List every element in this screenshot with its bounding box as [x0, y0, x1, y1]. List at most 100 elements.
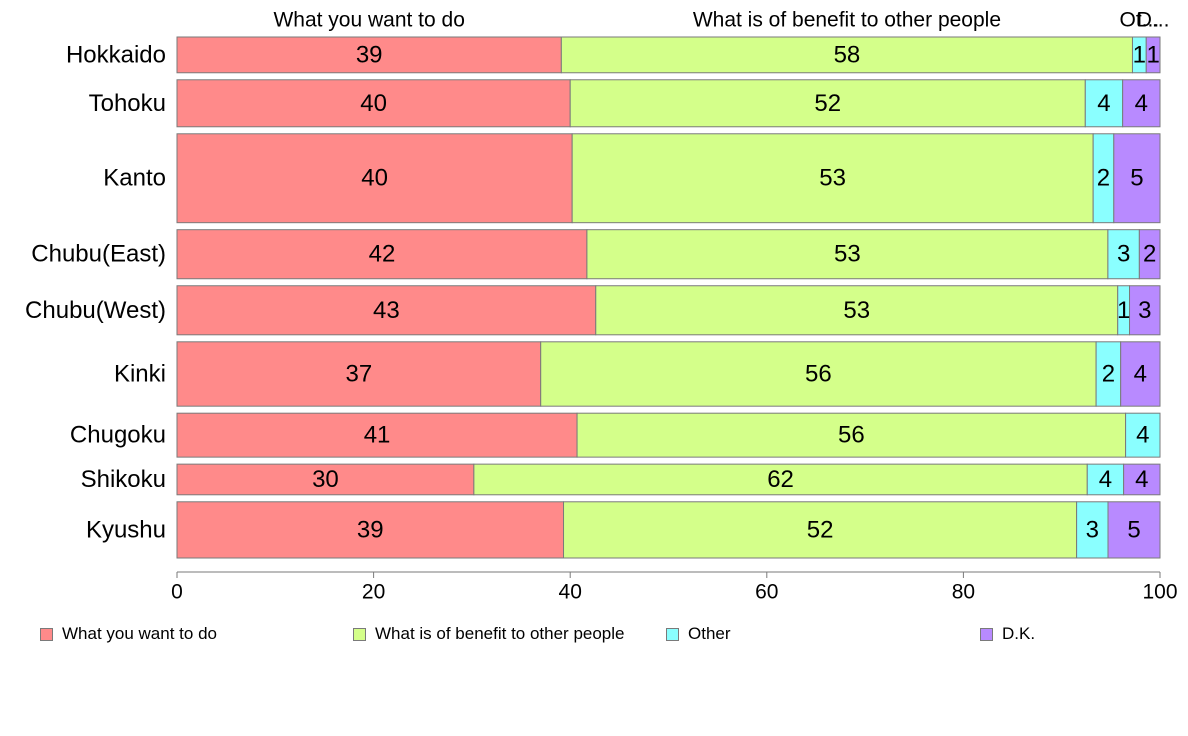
value-label-chubu-east-series-2: 3: [1117, 241, 1130, 268]
value-label-hokkaido-series-1: 58: [834, 41, 861, 68]
x-tick-label-60: 60: [755, 581, 778, 604]
value-label-tohoku-series-1: 52: [814, 90, 841, 117]
category-label-kinki: Kinki: [114, 360, 166, 387]
bars-group: [176, 36, 1161, 559]
bar-kinki-series-3: [1120, 341, 1161, 407]
legend-label-what-is-of-benefit-to-other-people: What is of benefit to other people: [375, 624, 625, 643]
x-tick-label-40: 40: [559, 581, 582, 604]
value-label-kyushu-series-1: 52: [807, 516, 834, 543]
legend-item-what-you-want-to-do: What you want to do: [40, 624, 217, 644]
category-label-chubu-east: Chubu(East): [31, 241, 166, 268]
bar-kanto-series-1: [571, 133, 1094, 224]
bar-kinki-series-0: [176, 341, 542, 407]
top-label-series-1: What is of benefit to other people: [693, 9, 1001, 32]
bar-kyushu-series-3: [1107, 501, 1161, 559]
top-label-series-0: What you want to do: [273, 9, 464, 32]
x-tick-label-100: 100: [1142, 581, 1177, 604]
bar-tohoku-series-1: [569, 79, 1086, 128]
bar-shikoku-series-1: [473, 463, 1088, 496]
value-label-shikoku-series-0: 30: [312, 466, 339, 493]
legend-label-what-you-want-to-do: What you want to do: [62, 624, 217, 643]
category-label-kyushu: Kyushu: [86, 516, 166, 543]
bar-shikoku-series-3: [1123, 463, 1161, 496]
value-label-tohoku-series-3: 4: [1135, 90, 1148, 117]
value-label-chugoku-series-0: 41: [364, 422, 391, 449]
category-label-chugoku: Chugoku: [70, 422, 166, 449]
bar-kinki-series-1: [540, 341, 1097, 407]
x-tick-label-80: 80: [952, 581, 975, 604]
value-label-chubu-east-series-3: 2: [1143, 241, 1156, 268]
value-label-tohoku-series-2: 4: [1097, 90, 1110, 117]
value-label-hokkaido-series-0: 39: [356, 41, 383, 68]
value-label-hokkaido-series-3: 1: [1146, 41, 1159, 68]
value-label-shikoku-series-3: 4: [1135, 466, 1148, 493]
value-label-kinki-series-2: 2: [1102, 360, 1115, 387]
bar-chubu-east-series-0: [176, 229, 588, 280]
value-label-chubu-west-series-0: 43: [373, 297, 400, 324]
legend-swatch-d-k: [980, 627, 993, 641]
value-label-kinki-series-0: 37: [346, 360, 373, 387]
stacked-bar-chart: 39 58 1 140 52 4 440 53 2 542 53 3 243 53 1 337 56 2 441 56…: [25, 9, 1178, 604]
category-label-kanto: Kanto: [103, 165, 166, 192]
legend-label-other: Other: [688, 624, 731, 643]
value-label-kanto-series-3: 5: [1130, 165, 1143, 192]
value-label-kinki-series-1: 56: [805, 360, 832, 387]
top-series-labels-group: What you want to do What is of benefit to…: [273, 9, 1169, 32]
value-label-chugoku-series-2: 4: [1136, 422, 1149, 449]
value-label-kanto-series-0: 40: [361, 165, 388, 192]
bar-kanto-series-0: [176, 133, 573, 224]
legend: What you want to do What is of benefit to…: [0, 624, 1188, 648]
value-labels-group: 39 58 1 140 52 4 440 53 2 542 53 3 243 53 1 337 56 2 441 56…: [312, 41, 1160, 543]
value-label-kinki-series-3: 4: [1134, 360, 1147, 387]
bar-hokkaido-series-1: [560, 36, 1133, 74]
category-label-chubu-west: Chubu(West): [25, 297, 166, 324]
category-label-shikoku: Shikoku: [81, 466, 166, 493]
legend-swatch-what-you-want-to-do: [40, 627, 53, 641]
bar-chugoku-series-2: [1125, 412, 1161, 458]
bar-hokkaido-series-0: [176, 36, 562, 74]
legend-swatch-what-is-of-benefit-to-other-people: [353, 627, 366, 641]
value-label-kyushu-series-3: 5: [1127, 516, 1140, 543]
bar-chugoku-series-0: [176, 412, 578, 458]
value-label-kanto-series-1: 53: [819, 165, 846, 192]
legend-item-other: Other: [666, 624, 731, 644]
top-label-series-3: D...: [1137, 9, 1170, 32]
value-label-chubu-west-series-2: 1: [1117, 297, 1130, 324]
value-label-chubu-east-series-0: 42: [369, 241, 396, 268]
legend-swatch-other: [666, 627, 679, 641]
bar-chubu-east-series-1: [586, 229, 1109, 280]
value-label-kanto-series-2: 2: [1097, 165, 1110, 192]
category-labels-group: Hokkaido Tohoku Kanto Chubu(East) Chubu(West…: [25, 41, 166, 543]
value-label-chubu-west-series-1: 53: [843, 297, 870, 324]
value-label-chubu-east-series-1: 53: [834, 241, 861, 268]
value-label-kyushu-series-0: 39: [357, 516, 384, 543]
value-label-shikoku-series-2: 4: [1099, 466, 1112, 493]
legend-item-d-k: D.K.: [980, 624, 1035, 644]
bar-chubu-west-series-0: [176, 285, 597, 336]
bar-kyushu-series-1: [563, 501, 1078, 559]
legend-label-d-k: D.K.: [1002, 624, 1036, 643]
top-label-series-2: Ot...: [1120, 9, 1160, 32]
value-label-kyushu-series-2: 3: [1086, 516, 1099, 543]
bar-hokkaido-series-3: [1145, 36, 1161, 74]
bar-shikoku-series-0: [176, 463, 475, 496]
bar-kanto-series-3: [1113, 133, 1161, 224]
bar-kyushu-series-0: [176, 501, 565, 559]
x-tick-label-20: 20: [362, 581, 385, 604]
x-tick-label-0: 0: [171, 581, 183, 604]
value-label-chugoku-series-1: 56: [838, 422, 865, 449]
bar-chubu-east-series-3: [1138, 229, 1161, 280]
bar-tohoku-series-3: [1122, 79, 1161, 128]
value-label-hokkaido-series-2: 1: [1133, 41, 1146, 68]
legend-item-what-is-of-benefit-to-other-people: What is of benefit to other people: [353, 624, 625, 644]
bar-chugoku-series-1: [576, 412, 1127, 458]
value-label-chubu-west-series-3: 3: [1138, 297, 1151, 324]
value-label-shikoku-series-1: 62: [767, 466, 794, 493]
x-axis: 0 20 40 60 80 100: [171, 571, 1178, 604]
value-label-tohoku-series-0: 40: [360, 90, 387, 117]
category-label-hokkaido: Hokkaido: [66, 41, 166, 68]
category-label-tohoku: Tohoku: [89, 90, 166, 117]
bar-kinki-series-2: [1095, 341, 1122, 407]
bar-chubu-west-series-1: [595, 285, 1119, 336]
bar-tohoku-series-2: [1084, 79, 1124, 128]
